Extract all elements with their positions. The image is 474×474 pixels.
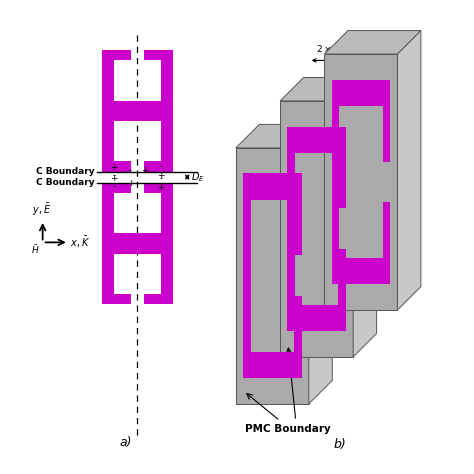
Bar	[144, 182, 173, 193]
Bar	[102, 100, 173, 111]
Bar	[102, 111, 114, 172]
Text: a): a)	[119, 436, 132, 449]
Text: $2\times D_H$: $2\times D_H$	[316, 44, 346, 56]
Bar	[144, 161, 173, 172]
Text: +: +	[157, 182, 165, 191]
Text: C Boundary: C Boundary	[36, 178, 95, 187]
Bar	[294, 173, 301, 255]
Text: +: +	[141, 166, 148, 175]
Bar	[102, 161, 131, 172]
Bar	[102, 50, 114, 111]
Bar	[102, 50, 131, 60]
Bar	[102, 244, 114, 304]
Text: $y, \bar{E}$: $y, \bar{E}$	[32, 202, 51, 218]
Bar	[383, 80, 390, 162]
Bar	[243, 352, 301, 378]
Bar	[287, 127, 346, 153]
Bar	[338, 249, 346, 331]
Bar	[332, 80, 390, 106]
Text: -: -	[112, 182, 115, 191]
Polygon shape	[397, 30, 421, 310]
Bar	[383, 202, 390, 284]
Bar	[161, 182, 173, 244]
Text: +: +	[110, 163, 118, 172]
Text: -: -	[143, 179, 146, 188]
Polygon shape	[309, 125, 332, 404]
Text: $D_E$: $D_E$	[191, 170, 205, 184]
Bar	[161, 50, 173, 111]
Bar	[161, 244, 173, 304]
Bar	[161, 111, 173, 172]
Bar	[332, 258, 390, 284]
Text: -: -	[129, 166, 132, 175]
Text: b): b)	[334, 438, 346, 451]
Bar	[102, 182, 131, 193]
Bar	[287, 305, 346, 331]
Text: PMC Boundary: PMC Boundary	[245, 424, 331, 435]
Text: 2: 2	[400, 43, 406, 52]
Bar	[102, 233, 173, 244]
Bar	[294, 296, 301, 378]
Text: -: -	[112, 172, 115, 181]
Bar	[144, 294, 173, 304]
Text: +: +	[110, 173, 118, 182]
Text: $\bar{H}$: $\bar{H}$	[31, 244, 39, 256]
Polygon shape	[324, 54, 397, 310]
Polygon shape	[236, 148, 309, 404]
Bar	[102, 294, 131, 304]
Bar	[102, 111, 173, 121]
Bar	[338, 127, 346, 209]
Text: $x, \bar{K}$: $x, \bar{K}$	[70, 235, 90, 250]
Bar	[144, 50, 173, 60]
Text: +: +	[127, 179, 134, 188]
Bar	[102, 244, 173, 254]
Text: C Boundary: C Boundary	[36, 167, 95, 176]
Text: +: +	[157, 172, 165, 181]
Polygon shape	[280, 101, 353, 357]
Bar	[243, 173, 251, 378]
Polygon shape	[236, 125, 332, 148]
Polygon shape	[324, 30, 421, 54]
Text: -: -	[160, 173, 163, 182]
Text: -: -	[160, 163, 163, 172]
Bar	[243, 173, 301, 200]
Bar	[332, 80, 339, 284]
Polygon shape	[353, 77, 377, 357]
Bar	[287, 127, 295, 331]
Polygon shape	[280, 77, 377, 101]
Bar	[102, 182, 114, 244]
